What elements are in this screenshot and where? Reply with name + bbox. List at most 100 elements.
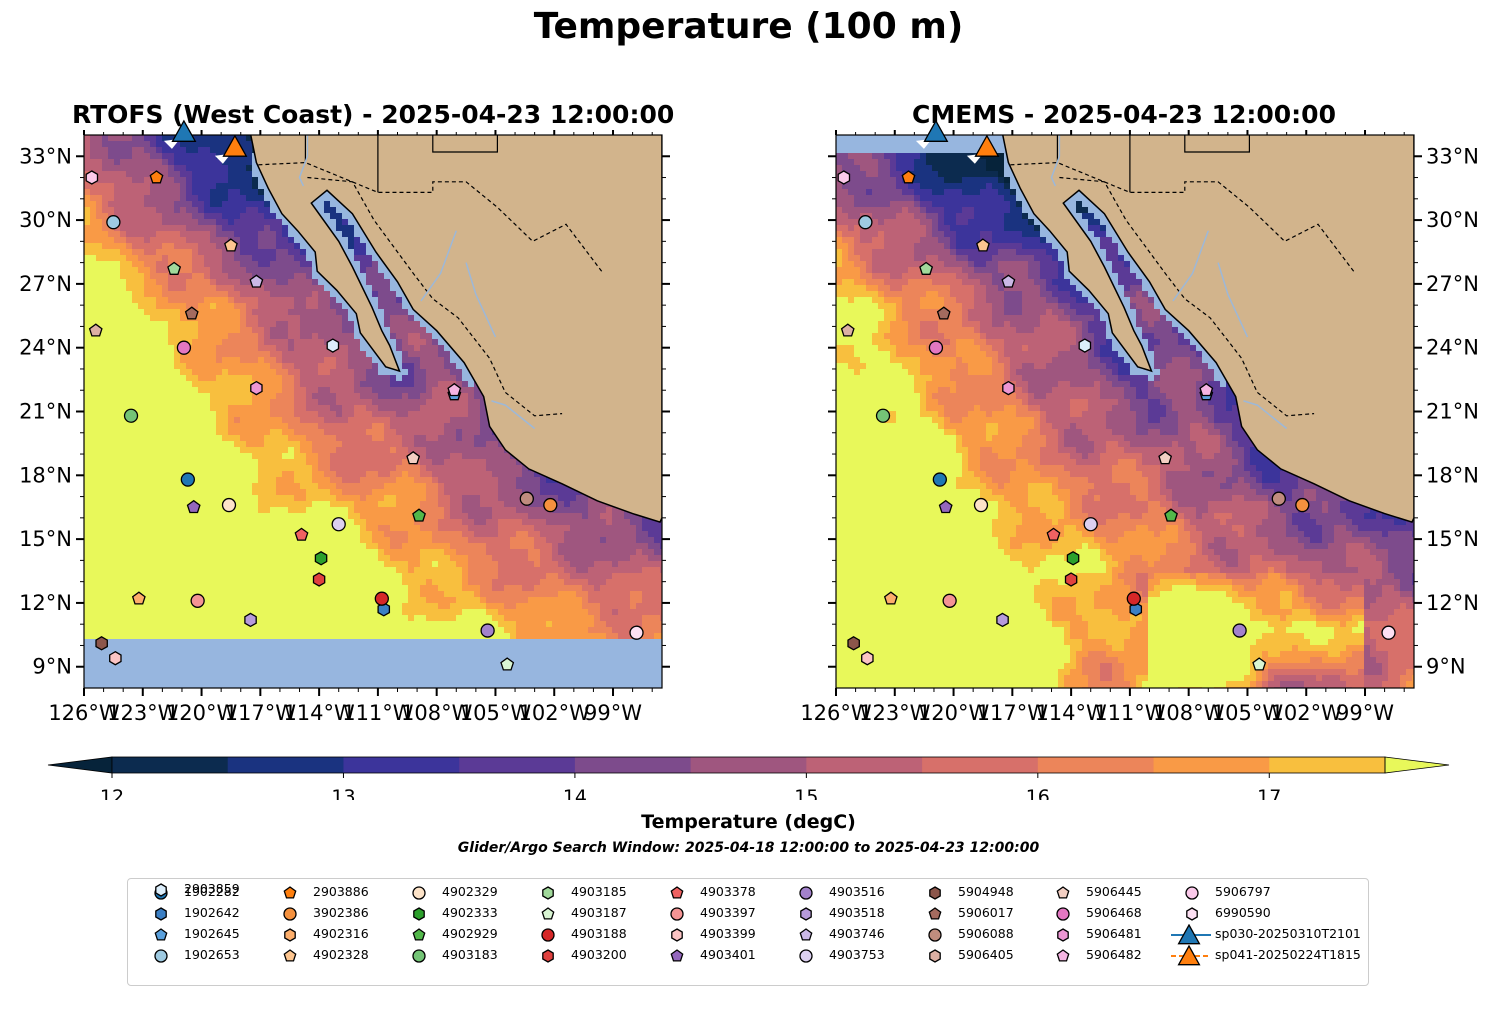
legend-glider-icon bbox=[1177, 924, 1201, 945]
legend-label: sp041-20250224T1815 bbox=[1215, 947, 1361, 962]
colorbar-tick-label: 12 bbox=[100, 786, 124, 800]
colorbar-tick-label: 16 bbox=[1026, 786, 1050, 800]
river bbox=[465, 262, 497, 338]
float-4902316 bbox=[883, 591, 898, 605]
float-4903187 bbox=[1252, 657, 1267, 671]
x-tick-label: 111°W bbox=[1094, 701, 1166, 725]
float-1902653 bbox=[858, 215, 873, 230]
y-tick-label: 33°N bbox=[1426, 144, 1479, 168]
legend-marker bbox=[799, 886, 813, 900]
x-tick-label: 105°W bbox=[460, 701, 532, 725]
legend-hexagon-icon bbox=[542, 949, 554, 963]
colorbar-tick-label: 14 bbox=[563, 786, 587, 800]
legend-circle-icon bbox=[283, 907, 297, 921]
float-5906481 bbox=[1002, 380, 1015, 396]
x-tick-label: 99°W bbox=[584, 701, 642, 725]
y-tick-label: 9°N bbox=[32, 655, 72, 679]
float-4903185 bbox=[167, 261, 182, 275]
float-5904948 bbox=[847, 636, 860, 651]
legend-marker bbox=[284, 928, 296, 942]
land-mass bbox=[1001, 135, 1414, 524]
y-tick-label: 27°N bbox=[19, 272, 72, 296]
float-5906482 bbox=[1199, 382, 1214, 397]
legend-marker bbox=[1186, 907, 1198, 921]
colorbar-segment bbox=[112, 757, 229, 773]
legend-hexagon-icon bbox=[800, 907, 812, 921]
legend-hexagon-icon bbox=[155, 907, 167, 921]
legend-marker bbox=[412, 928, 426, 941]
float-4903187 bbox=[500, 657, 515, 671]
float-4903399 bbox=[861, 650, 874, 666]
colorbar-segment bbox=[1037, 757, 1155, 773]
x-tick-label: 120°W bbox=[166, 701, 238, 725]
legend-label: 5906405 bbox=[958, 947, 1014, 962]
legend-circle-icon bbox=[928, 928, 942, 942]
legend-label: 4903746 bbox=[829, 926, 885, 941]
x-tick-label: 102°W bbox=[1271, 701, 1343, 725]
glider-sp041-20250224T1815 bbox=[222, 134, 248, 157]
y-tick-label: 24°N bbox=[1426, 336, 1479, 360]
panel-title-cmems: CMEMS - 2025-04-23 12:00:00 bbox=[912, 100, 1336, 129]
legend-marker bbox=[799, 949, 813, 963]
legend-marker bbox=[154, 928, 168, 941]
legend-pentagon-icon bbox=[283, 886, 297, 899]
float-4903518 bbox=[996, 612, 1009, 628]
river bbox=[420, 230, 458, 302]
legend-label: 3902386 bbox=[313, 905, 369, 920]
legend-label: 4903187 bbox=[571, 905, 627, 920]
legend-circle-icon bbox=[1185, 886, 1199, 900]
colorbar-tick-label: 15 bbox=[794, 786, 818, 800]
legend-marker bbox=[413, 907, 425, 921]
y-tick-label: 30°N bbox=[19, 208, 72, 232]
float-5906445 bbox=[406, 450, 421, 465]
legend-label: 6990590 bbox=[1215, 905, 1271, 920]
x-tick-label: 120°W bbox=[918, 701, 990, 725]
float-5906017 bbox=[936, 306, 951, 320]
legend-circle-icon bbox=[799, 949, 813, 963]
legend-label: 4903516 bbox=[829, 884, 885, 899]
x-tick-label: 99°W bbox=[1336, 701, 1394, 725]
float-6990590 bbox=[1381, 625, 1396, 640]
float-5906405 bbox=[840, 323, 855, 337]
legend-marker bbox=[412, 886, 426, 900]
legend-pentagon-icon bbox=[154, 928, 168, 941]
colorbar-segment bbox=[227, 757, 344, 773]
float-4903378 bbox=[294, 527, 309, 541]
legend-glider-icon bbox=[1177, 945, 1201, 966]
river bbox=[1172, 230, 1210, 302]
legend-hexagon-icon bbox=[284, 928, 296, 942]
legend-label: 4903183 bbox=[442, 947, 498, 962]
x-tick-label: 114°W bbox=[283, 701, 355, 725]
legend-label: 4903378 bbox=[700, 884, 756, 899]
float-4902329 bbox=[973, 497, 989, 513]
map-panels: 126°W123°W120°W117°W114°W111°W108°W105°W… bbox=[19, 119, 1479, 800]
colorbar-segment bbox=[690, 757, 807, 773]
y-tick-label: 9°N bbox=[1426, 655, 1466, 679]
float-4903516 bbox=[480, 623, 495, 638]
legend-pentagon-icon bbox=[1056, 949, 1070, 962]
float-4902316 bbox=[131, 591, 146, 605]
search-window-text: Glider/Argo Search Window: 2025-04-18 12… bbox=[457, 840, 1040, 856]
legend-pentagon-icon bbox=[670, 886, 684, 899]
legend-pentagon-icon bbox=[412, 928, 426, 941]
legend-hexagon-icon bbox=[413, 907, 425, 921]
float-4903397 bbox=[942, 593, 957, 608]
float-1902653 bbox=[106, 215, 121, 230]
legend-label: 2903886 bbox=[313, 884, 369, 899]
y-tick-label: 27°N bbox=[1426, 272, 1479, 296]
float-4902333 bbox=[314, 551, 328, 566]
float-4903401 bbox=[938, 499, 953, 514]
colorbar-label: Temperature (degC) bbox=[641, 811, 856, 833]
y-tick-label: 24°N bbox=[19, 336, 72, 360]
legend-label: 4903518 bbox=[829, 905, 885, 920]
legend-label: 1902653 bbox=[184, 947, 240, 962]
float-2903859 bbox=[326, 338, 340, 353]
legend-label: 5906481 bbox=[1086, 926, 1142, 941]
legend-label: 2903859 bbox=[184, 881, 240, 896]
legend-label: 4903399 bbox=[700, 926, 756, 941]
float-4902929 bbox=[1164, 508, 1178, 522]
legend-pentagon-icon bbox=[283, 949, 297, 962]
float-2903859 bbox=[1078, 338, 1092, 353]
legend-label: 4903200 bbox=[571, 947, 627, 962]
